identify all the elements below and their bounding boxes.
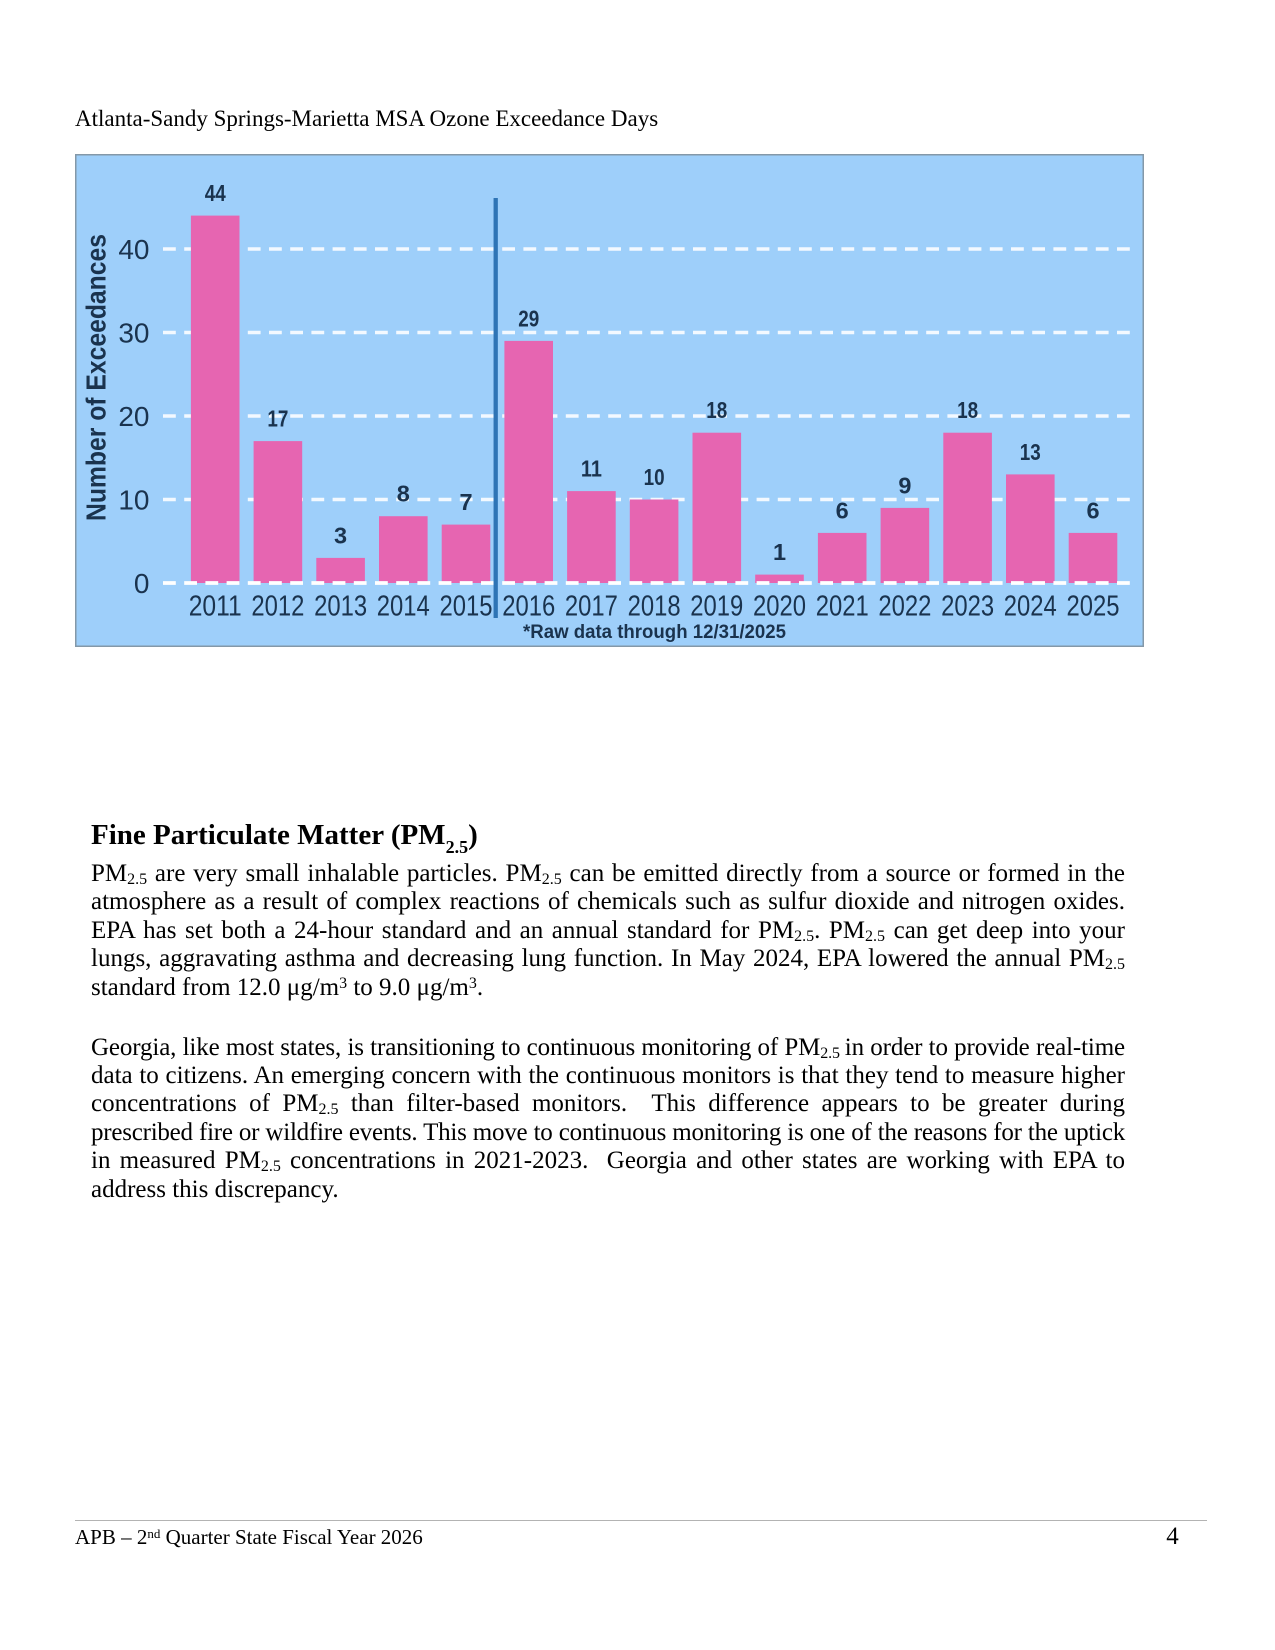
svg-text:2014: 2014 — [377, 591, 430, 623]
svg-text:9: 9 — [898, 472, 911, 498]
svg-text:Number of Exceedances: Number of Exceedances — [81, 234, 112, 521]
svg-text:29: 29 — [518, 305, 539, 331]
svg-text:2017: 2017 — [565, 591, 618, 623]
svg-text:2024: 2024 — [1004, 591, 1057, 623]
svg-text:30: 30 — [118, 317, 149, 348]
svg-text:2012: 2012 — [251, 591, 304, 623]
svg-text:2019: 2019 — [690, 591, 743, 623]
svg-text:13: 13 — [1020, 439, 1041, 465]
svg-text:1: 1 — [773, 539, 786, 565]
svg-text:44: 44 — [205, 180, 226, 206]
svg-text:6: 6 — [1086, 497, 1099, 523]
svg-text:7: 7 — [459, 489, 472, 515]
svg-text:18: 18 — [706, 397, 727, 423]
svg-text:2025: 2025 — [1067, 591, 1120, 623]
svg-text:2022: 2022 — [878, 591, 931, 623]
svg-text:2011: 2011 — [189, 591, 242, 623]
svg-text:2020: 2020 — [753, 591, 806, 623]
svg-text:3: 3 — [334, 522, 347, 548]
svg-text:40: 40 — [118, 234, 149, 265]
svg-text:0: 0 — [134, 568, 150, 599]
svg-text:6: 6 — [836, 497, 849, 523]
svg-text:2018: 2018 — [628, 591, 681, 623]
svg-text:11: 11 — [581, 456, 602, 482]
svg-text:2023: 2023 — [941, 591, 994, 623]
svg-text:2016: 2016 — [502, 591, 555, 623]
svg-text:2021: 2021 — [816, 591, 869, 623]
svg-text:2015: 2015 — [440, 591, 493, 623]
svg-text:8: 8 — [397, 481, 410, 507]
svg-text:*Raw data through 12/31/2025: *Raw data through 12/31/2025 — [523, 622, 786, 643]
svg-text:2013: 2013 — [314, 591, 367, 623]
svg-text:17: 17 — [267, 406, 288, 432]
svg-text:20: 20 — [118, 401, 149, 432]
svg-text:18: 18 — [957, 397, 978, 423]
svg-text:10: 10 — [644, 464, 665, 490]
svg-text:10: 10 — [118, 484, 149, 515]
